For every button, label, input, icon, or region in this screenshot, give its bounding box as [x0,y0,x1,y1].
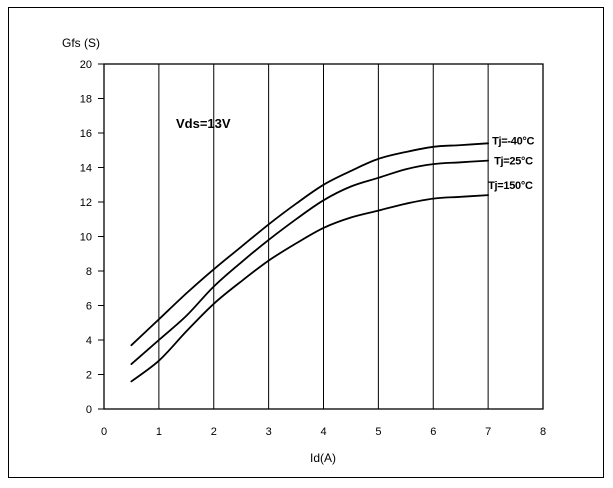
grid-layer [158,64,489,409]
x-tick-label: 2 [211,426,217,438]
figure-border [8,7,604,478]
series-label-layer: Tj=-40°C Tj=25°C Tj=150°C [488,135,535,192]
x-tick-label: 4 [320,426,326,438]
y-tick-label: 4 [86,335,92,347]
series-line [130,142,489,347]
y-tick-label: 6 [86,301,92,313]
x-tick-label: 5 [375,426,381,438]
y-tick-label: 2 [86,370,92,382]
y-axis-title: Gfs (S) [62,36,100,50]
condition-annotation: Vds=13V [176,116,231,131]
x-tick-label: 7 [485,426,491,438]
y-tick-label: 16 [80,128,92,140]
y-tick-label: 10 [80,232,92,244]
x-tick-label: 8 [540,426,546,438]
y-tick-label: 14 [80,163,92,175]
x-tick-label: 6 [430,426,436,438]
y-tick-label: 20 [80,59,92,71]
series-layer [130,142,489,383]
y-tick-label: 12 [80,197,92,209]
series-line [130,159,489,365]
x-tick-label: 3 [266,426,272,438]
y-tick-label: 8 [86,266,92,278]
y-tick-label: 0 [86,404,92,416]
series-line [130,194,489,383]
y-tick-label: 18 [80,94,92,106]
series-label: Tj=25°C [494,156,533,168]
x-axis-title: Id(A) [310,451,336,465]
x-tick-label: 1 [156,426,162,438]
series-label: Tj=150°C [488,180,533,192]
x-tick-label: 0 [101,426,107,438]
series-label: Tj=-40°C [492,135,534,147]
